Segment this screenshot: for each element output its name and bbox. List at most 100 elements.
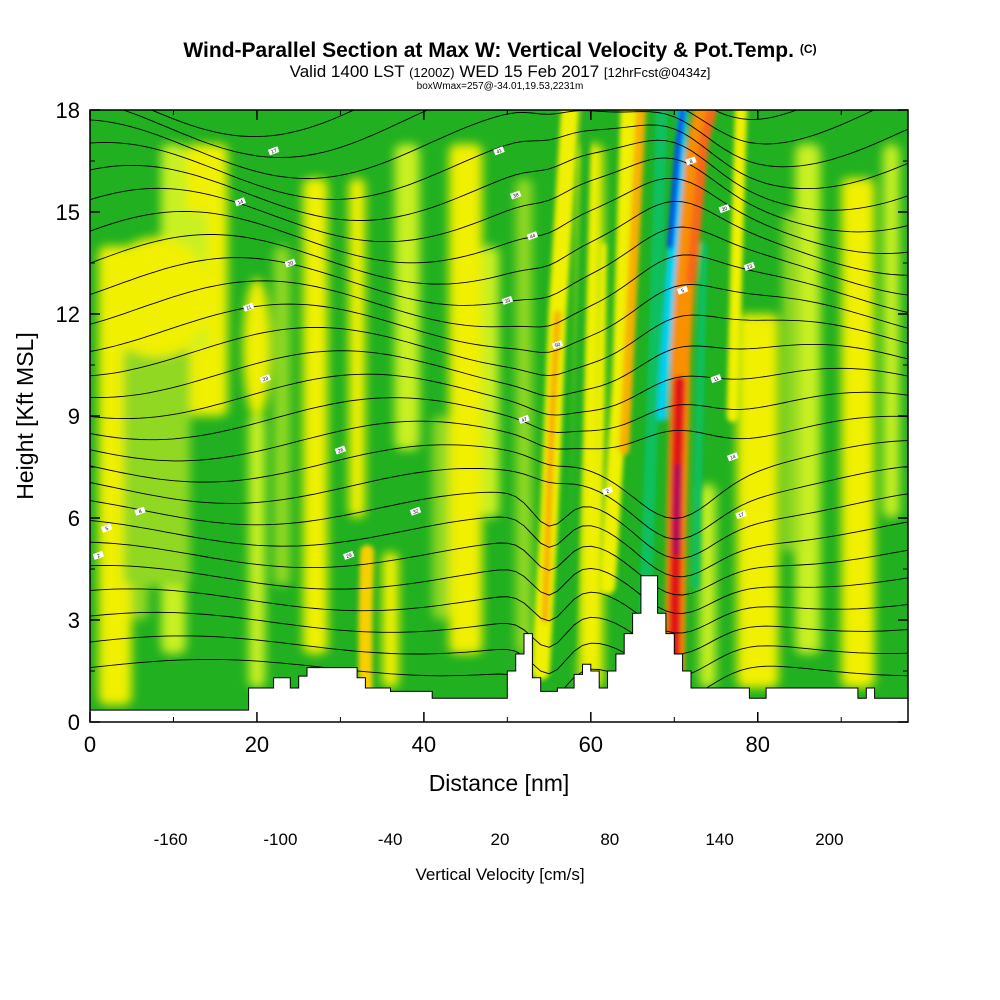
field-patch	[101, 237, 212, 357]
isentrope-label-text: 35	[504, 297, 511, 305]
isentrope-line	[90, 611, 908, 655]
isentrope-label-text: 8	[689, 159, 694, 166]
field-streak	[736, 314, 779, 688]
copyright-mark: (C)	[800, 42, 817, 56]
downdraft-band	[691, 242, 708, 590]
y-tick-label: 0	[68, 710, 80, 735]
isentrope-label-bg	[601, 486, 614, 496]
chart-title: Wind-Parallel Section at Max W: Vertical…	[183, 39, 816, 62]
isentrope-label: 8	[134, 506, 146, 516]
isentrope-label-text: 17	[738, 512, 745, 520]
colorbar-tick-label: 80	[600, 830, 619, 849]
isentrope-label-bg	[92, 550, 105, 560]
updraft-core	[672, 463, 682, 556]
isentrope-label-text: 2	[96, 553, 101, 560]
isentrope-label-text: 32	[412, 508, 419, 516]
isentrope-label: 14	[726, 452, 739, 462]
isentrope-line	[90, 465, 908, 540]
colorbar-label: Vertical Velocity [cm/s]	[415, 865, 584, 884]
updraft-core	[541, 310, 561, 624]
isentrope-label-text: 14	[729, 454, 736, 462]
isentrope-label-bg	[284, 258, 297, 268]
y-tick-label: 12	[56, 302, 80, 327]
field-streak	[382, 552, 399, 688]
field-cores	[358, 110, 748, 698]
y-axis-label: Height [Kft MSL]	[12, 332, 38, 499]
isentrope-label-text: 26	[337, 447, 344, 455]
isentrope-line	[90, 314, 908, 377]
isentrope-line	[90, 343, 908, 398]
field-streak	[348, 178, 366, 518]
x-tick-label: 0	[84, 732, 96, 757]
isentrope-label-text: 17	[270, 148, 277, 156]
isentrope-label-bg	[526, 231, 539, 241]
isentrope-label-bg	[100, 523, 113, 533]
colorbar-tick-label: 200	[815, 830, 843, 849]
isentrope-line	[90, 516, 908, 578]
isentrope-label: 23	[259, 374, 272, 383]
x-tick-label: 40	[412, 732, 436, 757]
isentrope-label-text: 8	[138, 509, 143, 516]
field-streak	[302, 178, 328, 654]
isentrope-label: 26	[334, 445, 347, 455]
x-axis-label: Distance [nm]	[429, 770, 570, 796]
updraft-band	[726, 110, 748, 422]
field-patch	[242, 278, 271, 418]
updraft-core	[685, 110, 717, 285]
isentrope-label-text: 5	[681, 288, 686, 295]
isentrope-label-bg	[743, 261, 756, 271]
isentrope-line	[90, 283, 908, 353]
x-axis: 0 20 40 60 80	[84, 110, 842, 757]
y-axis: 0 3 6 9 12 15 18	[56, 98, 908, 735]
y-tick-label: 9	[68, 404, 80, 429]
isentrope-label-text: 47	[521, 416, 528, 424]
x-tick-label: 80	[746, 732, 770, 757]
isentrope-label-bg	[676, 285, 689, 295]
updraft-band	[358, 545, 375, 695]
isentrope-line	[150, 110, 799, 138]
isentrope-line	[90, 588, 908, 634]
isentrope-label-bg	[242, 302, 255, 312]
x-tick-label: 20	[245, 732, 269, 757]
isentrope-label: 29	[343, 550, 355, 560]
vertical-velocity-field: 2 5 8 11 14 17 20 23 26 29 32 35 38 41 44 47 50 2 5 8 11 14 17…	[90, 110, 908, 722]
isentrope-line	[90, 635, 908, 677]
isentrope-label-text: 41	[496, 148, 503, 156]
colorbar-tick-label: -40	[378, 830, 403, 849]
isentrope-line	[90, 139, 908, 221]
isentrope-label-text: 23	[746, 263, 753, 271]
isentrope-line	[90, 124, 908, 200]
isentrope-label-text: 38	[512, 192, 519, 200]
isentrope-line	[90, 226, 908, 306]
field-streak	[432, 416, 449, 620]
isentrope-label-bg	[134, 506, 146, 516]
isentrope-label-bg	[735, 510, 747, 520]
isentrope-labels: 2 5 8 11 14 17 20 23 26 29 32 35 38 41 44 47 50 2 5 8 11 14 17…	[92, 146, 756, 560]
isentrope-label-bg	[726, 452, 739, 462]
isentrope-label-bg	[718, 204, 731, 214]
field-streak	[699, 484, 717, 688]
colorbar-tick-label: 20	[491, 830, 510, 849]
y-tick-label: 3	[68, 608, 80, 633]
isentrope-line	[90, 541, 908, 596]
isentrope-label-bg	[551, 340, 564, 350]
isentrope-label: 44	[526, 231, 539, 241]
isentrope-label-text: 11	[713, 376, 720, 383]
y-tick-label: 15	[56, 200, 80, 225]
colorbar-tick-label: -160	[154, 830, 188, 849]
isentrope-line	[90, 491, 908, 559]
isentrope-label-bg	[518, 414, 530, 424]
isentrope-label: 2	[601, 486, 614, 496]
isentrope-line	[90, 564, 908, 614]
isentrope-label: 11	[710, 374, 722, 383]
x-tick-label: 60	[579, 732, 603, 757]
isentrope-label: 11	[242, 302, 255, 312]
field-streak	[795, 144, 821, 654]
isentrope-label-bg	[501, 295, 514, 305]
isentrope-label-bg	[234, 197, 246, 207]
isentrope-label-text: 20	[721, 206, 728, 214]
isentrope-label: 2	[92, 550, 105, 560]
isentrope-label-text: 5	[105, 526, 110, 533]
updraft-band	[587, 243, 607, 657]
